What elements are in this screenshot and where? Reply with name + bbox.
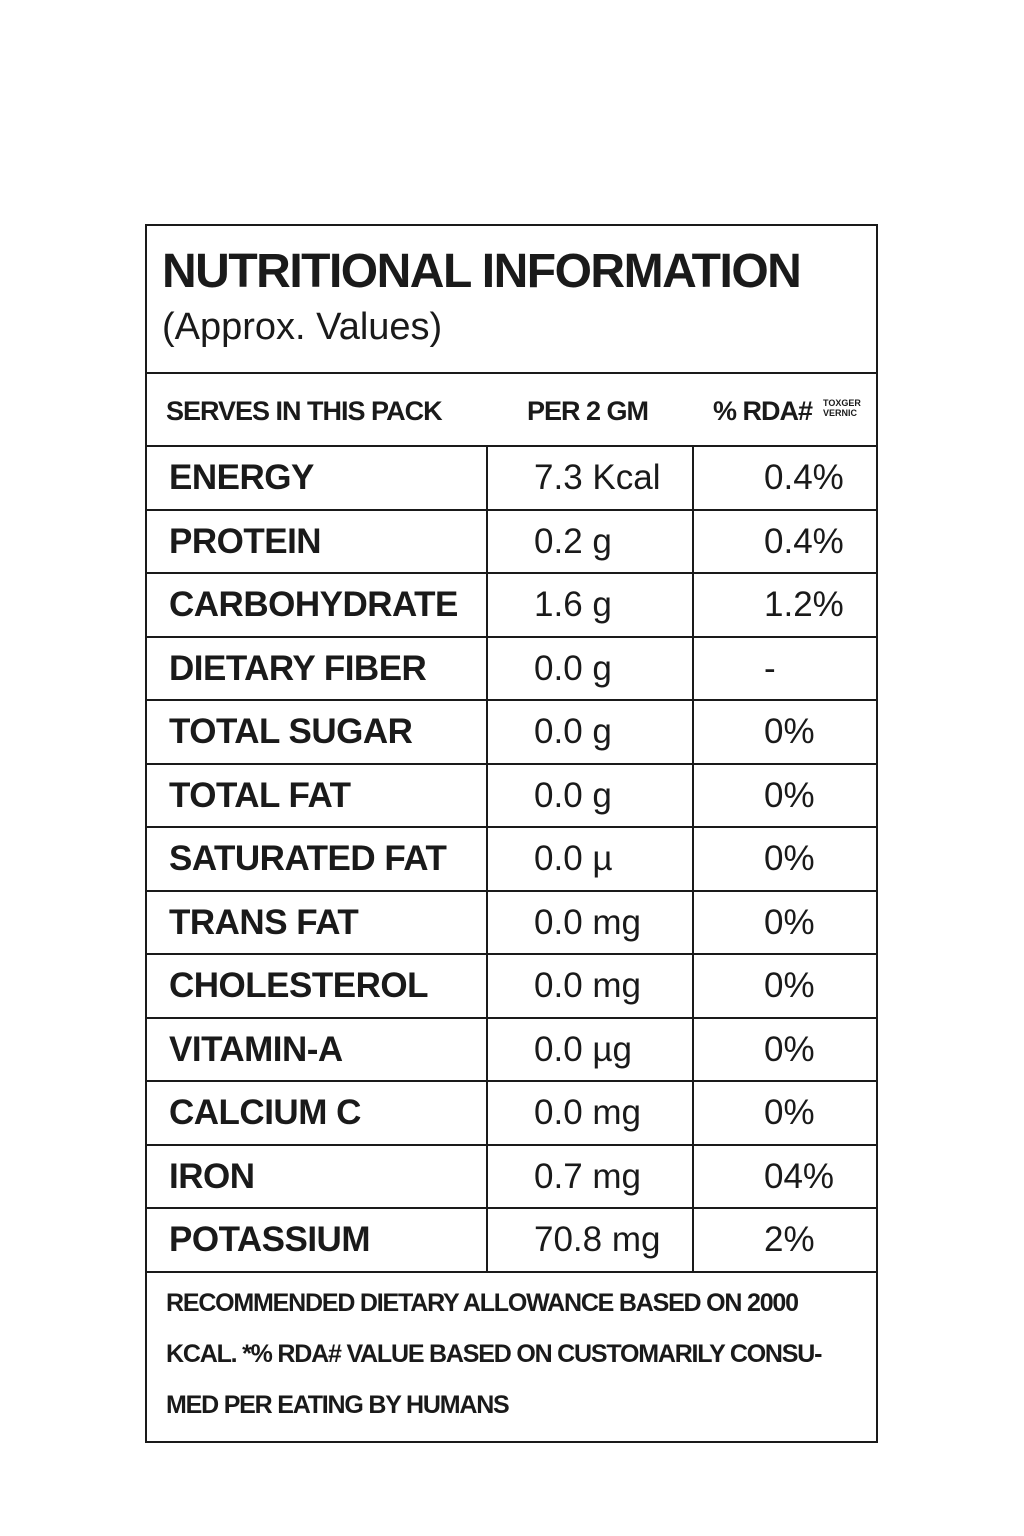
nutrient-amount: 0.0 µ [486,828,692,890]
table-row: TOTAL FAT 0.0 g 0% [147,764,878,828]
nutrient-rda: 1.2% [692,574,878,636]
nutrient-name: ENERGY [169,458,314,497]
nutrient-rda: 0.4% [692,510,878,572]
nutrient-name: DIETARY FIBER [169,648,427,688]
table-row: CHOLESTEROL 0.0 mg 0% [147,955,876,1019]
nutrient-name: CHOLESTEROL [169,966,428,1005]
nutrient-name: SATURATED FAT [169,839,447,878]
nutrient-name: IRON [169,1156,255,1196]
nutrient-amount: 0.2 g [486,510,692,572]
table-row: CARBOHYDRATE 1.6 g 1.2% [147,574,876,638]
nutrient-rda: 0% [692,701,878,763]
nutrient-rda: 2% [692,1209,878,1271]
nutrient-table: ENERGY 7.3 Kcal 0.4% PROTEIN 0.2 g 0.4% CARBOH… [147,447,876,1273]
footnote-line-1: RECOMMENDED DIETARY ALLOWANCE BASED ON 2… [166,1289,799,1317]
nutrient-amount: 0.0 g [486,764,692,826]
nutrient-name: POTASSIUM [169,1220,370,1259]
nutrient-amount: 7.3 Kcal [486,447,692,509]
table-row: TOTAL SUGAR 0.0 g 0% [147,701,876,765]
nutrient-rda: - [692,637,878,699]
nutrient-amount: 0.0 mg [486,891,692,953]
header-rda: % RDA# [713,396,813,426]
nutrient-name: TOTAL SUGAR [169,712,413,751]
header-serves: SERVES IN THIS PACK [166,396,443,426]
nutrient-rda: 0% [692,1018,878,1080]
header-per-serving: PER 2 GM [527,396,649,426]
nutrient-name: TRANS FAT [169,902,359,942]
nutrient-amount: 0.7 mg [486,1145,692,1207]
nutrient-name: VITAMIN-A [169,1029,343,1069]
nutrient-rda: 0% [692,764,878,826]
table-row: PROTEIN 0.2 g 0.4% [147,510,878,574]
nutrient-name: CALCIUM C [169,1093,361,1132]
label-title: NUTRITIONAL INFORMATION [162,245,802,298]
nutrient-amount: 0.0 mg [486,1082,692,1144]
nutrient-amount: 0.0 µg [486,1018,692,1080]
nutrient-amount: 0.0 mg [486,955,692,1017]
table-row: VITAMIN-A 0.0 µg 0% [147,1018,878,1082]
table-row: CALCIUM C 0.0 mg 0% [147,1082,876,1146]
header-note: TOXGER VERNIC [823,398,861,418]
label-subtitle: (Approx. Values) [162,306,443,348]
table-header: SERVES IN THIS PACK PER 2 GM % RDA# TOXG… [147,374,876,447]
footnote-line-2: KCAL. *% RDA# VALUE BASED ON CUSTOMARILY… [166,1340,822,1368]
nutrient-amount: 70.8 mg [486,1209,692,1271]
table-row: IRON 0.7 mg 04% [147,1145,878,1209]
nutrient-amount: 0.0 g [486,701,692,763]
nutrient-rda: 0% [692,955,878,1017]
nutrient-amount: 1.6 g [486,574,692,636]
table-row: DIETARY FIBER 0.0 g- [147,637,878,701]
title-block: NUTRITIONAL INFORMATION (Approx. Values) [147,226,876,374]
nutrient-name: CARBOHYDRATE [169,585,458,624]
nutrient-rda: 04% [692,1145,878,1207]
nutrient-rda: 0% [692,1082,878,1144]
table-row: TRANS FAT 0.0 mg 0% [147,891,878,955]
nutrient-name: TOTAL FAT [169,775,351,815]
footnote: RECOMMENDED DIETARY ALLOWANCE BASED ON 2… [166,1278,856,1431]
footnote-line-3: MED PER EATING BY HUMANS [166,1391,510,1419]
table-row: POTASSIUM 70.8 mg 2% [147,1209,876,1273]
nutrient-rda: 0.4% [692,447,878,509]
nutrient-rda: 0% [692,891,878,953]
table-row: SATURATED FAT 0.0 µ 0% [147,828,876,892]
nutrition-label: NUTRITIONAL INFORMATION (Approx. Values)… [145,224,878,1443]
nutrient-name: PROTEIN [169,521,322,561]
nutrient-amount: 0.0 g [486,637,692,699]
table-row: ENERGY 7.3 Kcal 0.4% [147,447,876,511]
nutrient-rda: 0% [692,828,878,890]
